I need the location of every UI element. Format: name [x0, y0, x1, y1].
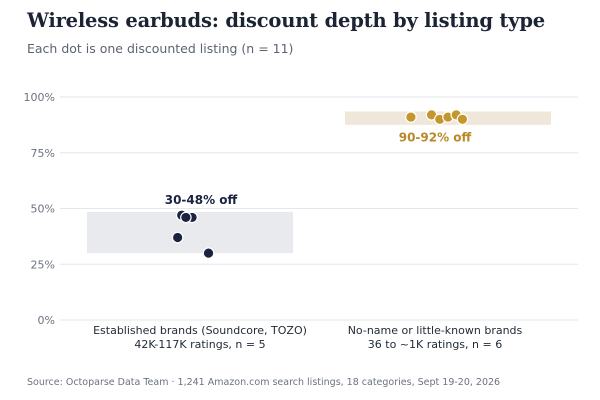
y-tick-label: 50%: [31, 203, 55, 216]
category-label: Established brands (Soundcore, TOZO): [93, 324, 307, 337]
category-sublabel: 36 to ~1K ratings, n = 6: [368, 338, 502, 351]
chart-source-note: Source: Octoparse Data Team · 1,241 Amaz…: [27, 377, 501, 388]
chart-title: Wireless earbuds: discount depth by list…: [27, 9, 545, 32]
range-label: 90-92% off: [399, 130, 472, 144]
data-point: [180, 211, 192, 224]
y-tick-label: 0%: [38, 314, 55, 327]
category-label: No-name or little-known brands: [348, 324, 523, 337]
range-label: 30-48% off: [165, 193, 238, 207]
category-sublabel: 42K-117K ratings, n = 5: [134, 338, 265, 351]
data-point: [171, 231, 184, 244]
y-tick-label: 25%: [31, 258, 55, 271]
data-point: [202, 247, 215, 259]
chart-subtitle: Each dot is one discounted listing (n = …: [27, 41, 294, 56]
y-tick-label: 100%: [24, 91, 55, 104]
data-point: [456, 113, 469, 126]
y-tick-label: 75%: [31, 147, 55, 160]
data-point: [405, 111, 417, 123]
